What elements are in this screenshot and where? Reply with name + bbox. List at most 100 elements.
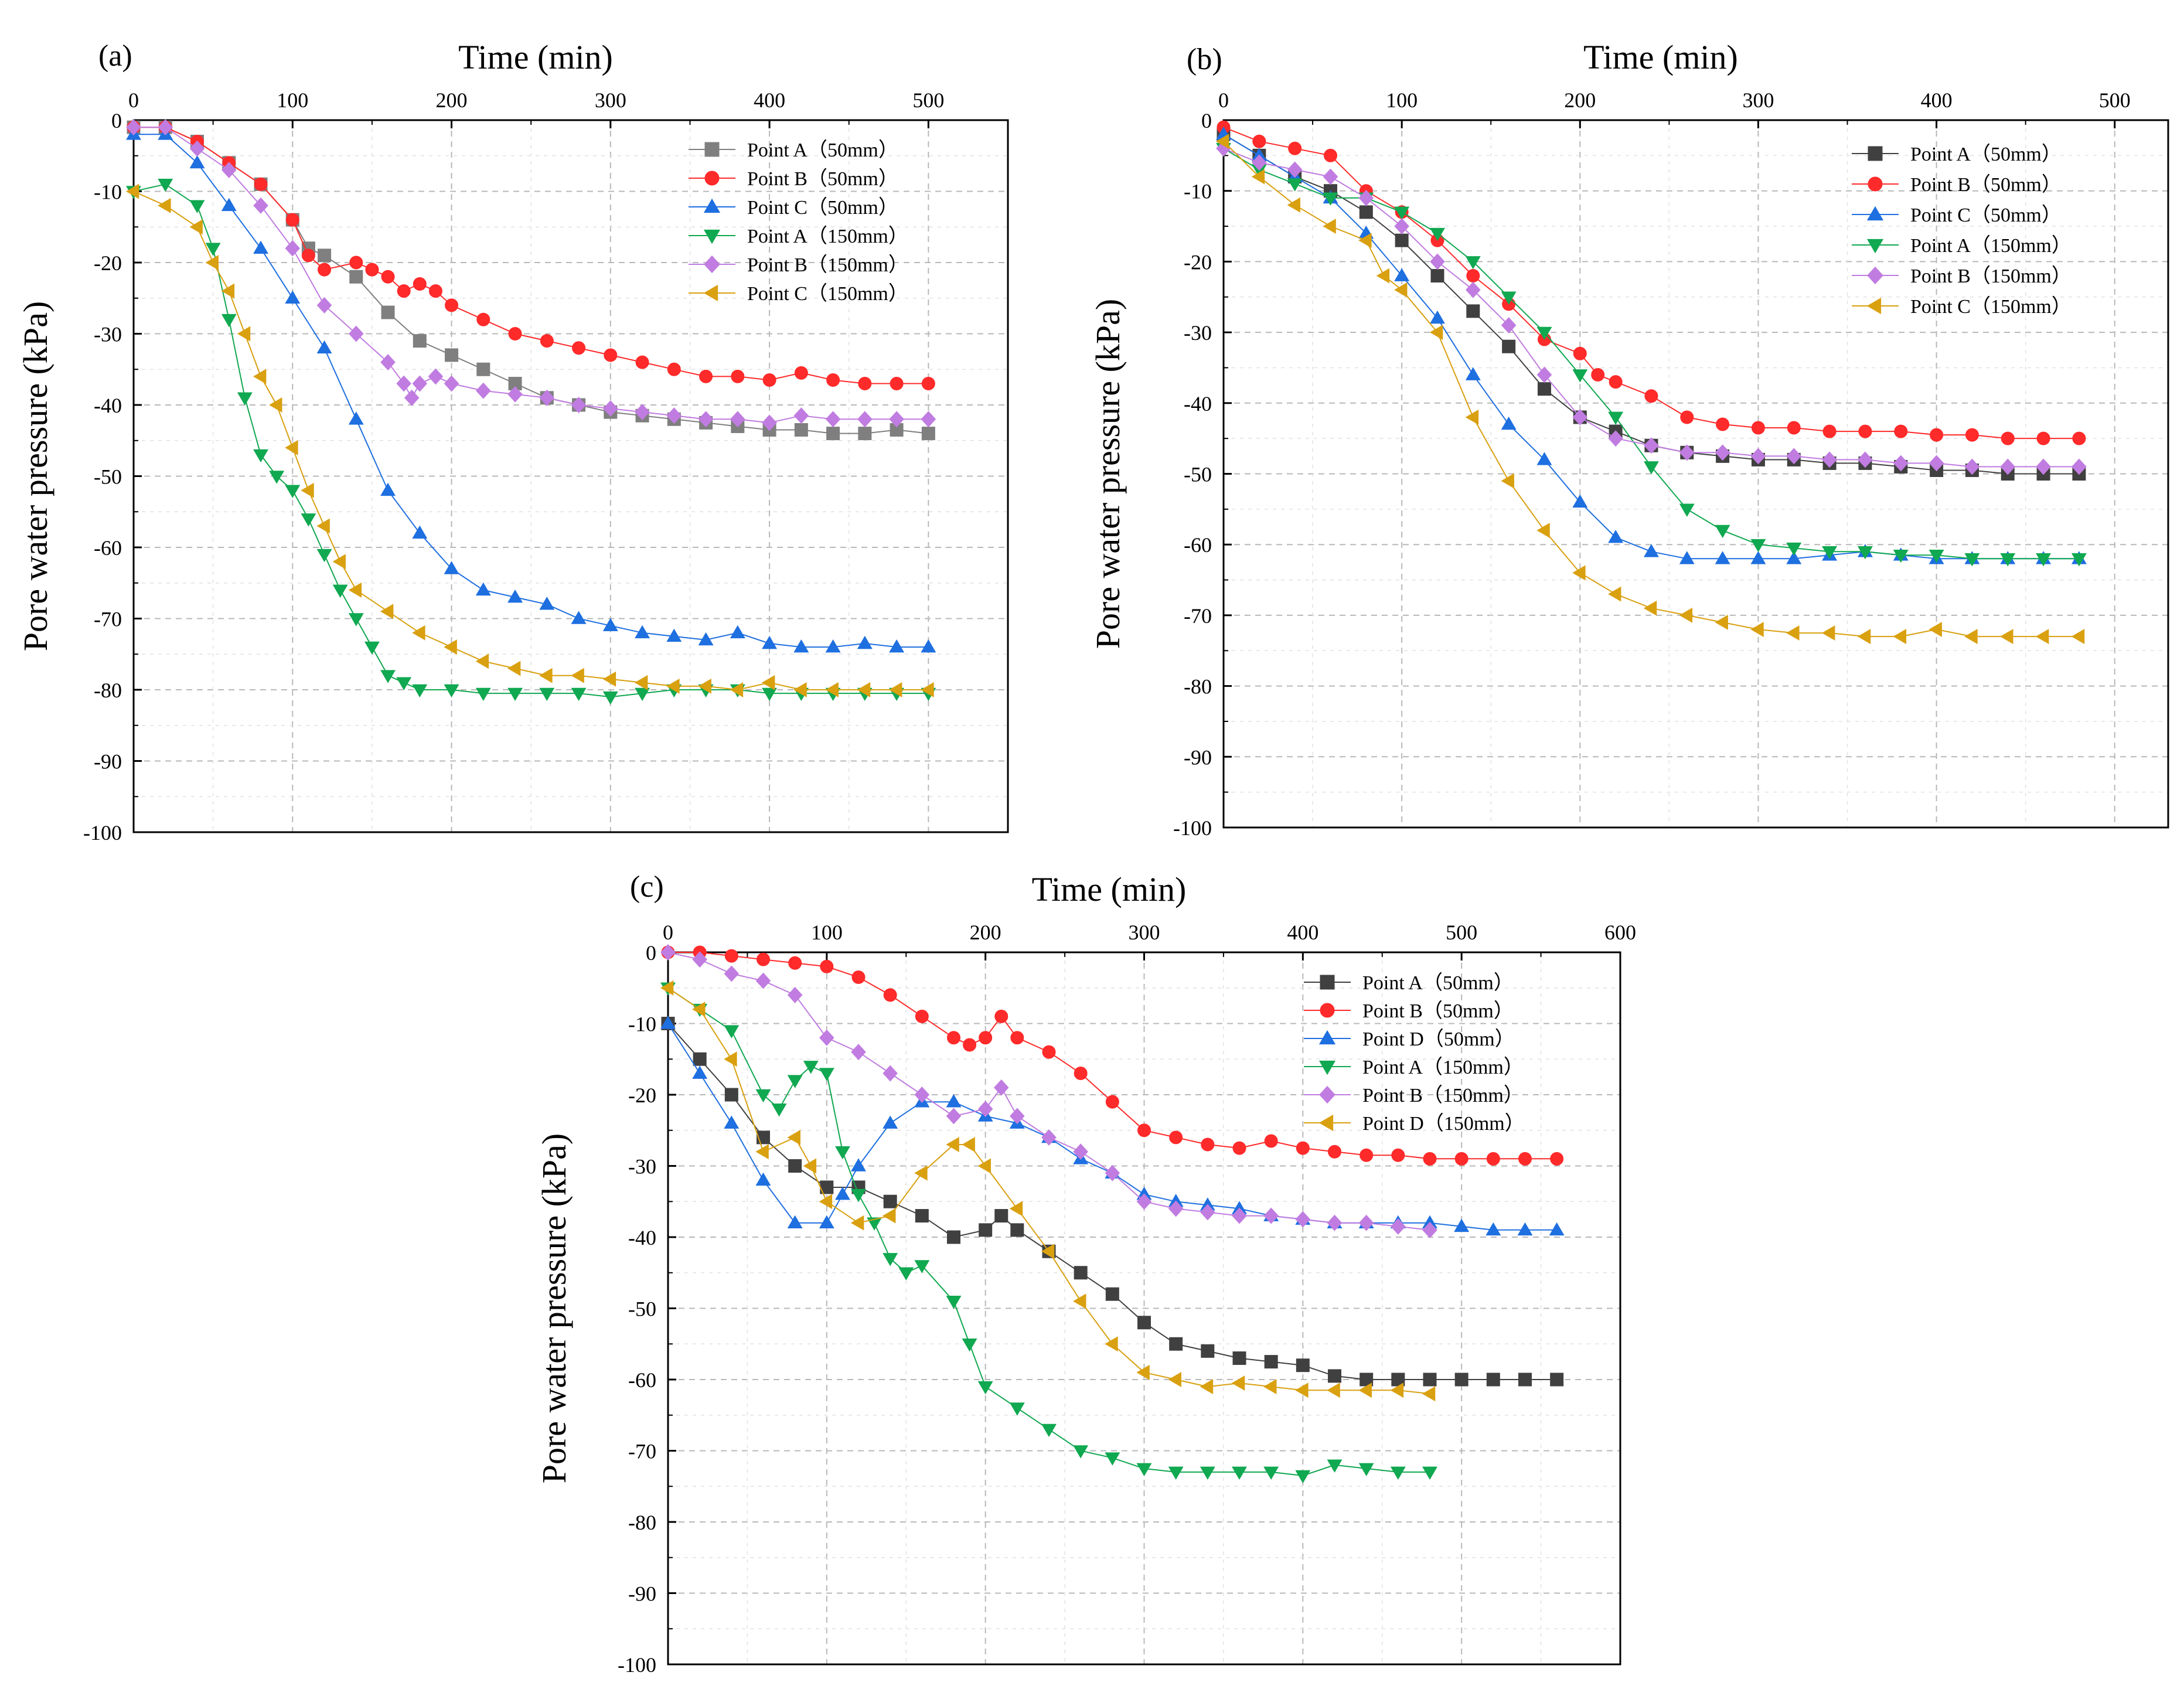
y-tick-label: -30 (94, 323, 122, 346)
data-point (1857, 629, 1871, 645)
data-point (221, 197, 237, 212)
data-point (1536, 366, 1552, 383)
data-point (755, 1172, 771, 1186)
data-point (1394, 268, 1410, 281)
legend: Point A（50mm） Point B（50mm） Point C（50mm） P… (689, 139, 908, 305)
data-point (1465, 256, 1481, 270)
x-tick-label: 100 (1386, 88, 1418, 112)
data-point (396, 375, 411, 392)
data-point (507, 687, 523, 701)
data-point (1423, 1152, 1437, 1166)
legend-marker (704, 142, 720, 157)
data-point (1041, 1244, 1055, 1259)
series-3 (126, 127, 936, 653)
data-point (1680, 410, 1694, 424)
data-point (755, 1144, 769, 1160)
data-point (994, 1009, 1008, 1023)
data-point (1550, 1373, 1564, 1387)
data-point (1893, 550, 1909, 563)
y-tick-label: -60 (94, 536, 122, 560)
data-point (602, 671, 616, 687)
data-point (1422, 1466, 1437, 1480)
data-point (189, 219, 203, 235)
legend: Point A（50mm） Point B（50mm） Point C（50mm） P… (1852, 143, 2071, 318)
data-point (253, 197, 268, 214)
data-point (724, 965, 740, 982)
data-point (771, 1104, 787, 1117)
data-point (730, 411, 745, 428)
data-point (301, 482, 314, 498)
data-point (825, 639, 841, 653)
y-tick-label: -100 (1173, 816, 1212, 840)
data-point (2036, 458, 2051, 475)
y-tick-label: -30 (1184, 321, 1212, 345)
data-point (1893, 455, 1909, 472)
data-point (1549, 1222, 1565, 1236)
data-point (1200, 1204, 1215, 1221)
data-point (396, 677, 412, 690)
y-tick-label: -20 (1184, 250, 1212, 274)
data-point (380, 482, 396, 496)
data-point (883, 988, 897, 1002)
data-point (1466, 304, 1480, 318)
x-tick-label: 200 (970, 921, 1001, 944)
data-point (698, 411, 714, 428)
legend-marker (1318, 1030, 1336, 1045)
data-point (1327, 1459, 1343, 1473)
y-tick-label: -10 (1184, 180, 1212, 203)
data-point (857, 682, 871, 697)
data-point (731, 369, 745, 383)
data-point (1296, 1358, 1310, 1373)
chart-panel-2: 0 100 200 300 400 500 0 -10 -20 -30 -40 -50 -60 -70 -8… (1089, 38, 2169, 840)
y-tick-label: -10 (628, 1013, 656, 1036)
data-point (205, 243, 221, 256)
data-point (1572, 369, 1588, 383)
legend-marker (704, 171, 720, 186)
data-point (1201, 1344, 1215, 1358)
data-point (889, 411, 904, 428)
data-point (1486, 1152, 1500, 1166)
series-line (667, 1023, 1557, 1231)
data-point (604, 348, 618, 362)
data-point (819, 1029, 834, 1046)
data-point (803, 1061, 819, 1074)
data-point (1486, 1373, 1500, 1387)
x-axis-title: Time (min) (458, 38, 613, 76)
data-point (660, 1016, 676, 1029)
data-point (666, 678, 680, 694)
data-point (820, 959, 834, 973)
legend-marker (703, 284, 718, 302)
data-point (539, 597, 555, 610)
data-point (1323, 148, 1337, 162)
panel-label: (b) (1187, 43, 1222, 76)
y-tick-label: -10 (94, 181, 122, 204)
data-point (724, 1025, 740, 1038)
data-point (787, 986, 803, 1003)
data-point (1643, 461, 1659, 475)
y-tick-label: -40 (628, 1226, 656, 1249)
data-point (1323, 192, 1338, 206)
data-point (851, 1044, 866, 1061)
data-point (993, 1079, 1009, 1096)
y-tick-label: -90 (1184, 745, 1212, 769)
series-6 (1215, 134, 2085, 645)
data-point (1358, 1382, 1372, 1398)
data-point (1137, 1123, 1151, 1138)
data-point (793, 639, 809, 653)
data-point (1608, 530, 1624, 543)
data-point (1609, 375, 1623, 389)
data-point (318, 248, 332, 263)
data-point (1716, 417, 1730, 431)
y-tick-label: -50 (94, 465, 122, 489)
data-point (412, 625, 425, 641)
data-point (1536, 523, 1550, 539)
data-point (349, 256, 363, 270)
data-point (1009, 1402, 1025, 1416)
data-point (1105, 1095, 1119, 1109)
data-point (1169, 1130, 1183, 1145)
data-point (1536, 326, 1552, 340)
data-point (1264, 1355, 1278, 1369)
data-point (1136, 1463, 1152, 1476)
data-point (757, 952, 770, 966)
data-point (412, 684, 428, 698)
